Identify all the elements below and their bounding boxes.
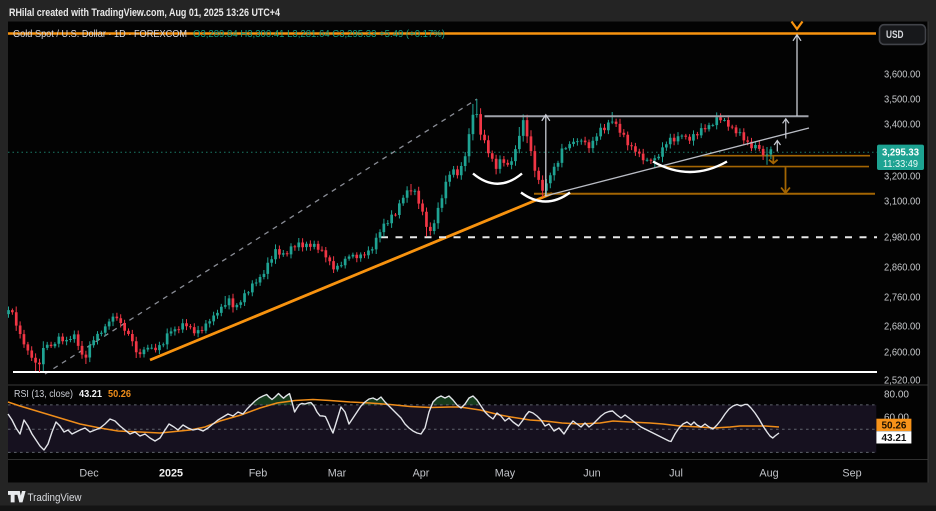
- svg-text:Mar: Mar: [328, 468, 347, 480]
- svg-text:50.26: 50.26: [882, 420, 907, 431]
- svg-text:3,600.00: 3,600.00: [884, 70, 921, 81]
- svg-text:3,200.00: 3,200.00: [884, 172, 921, 183]
- svg-text:3,295.33: 3,295.33: [882, 147, 919, 159]
- svg-text:3,100.00: 3,100.00: [884, 197, 921, 208]
- svg-text:Gold Spot / U.S. Dollar · 1D ·: Gold Spot / U.S. Dollar · 1D · FOREXCOM: [13, 28, 187, 40]
- svg-text:Sep: Sep: [842, 468, 861, 480]
- svg-text:80.00: 80.00: [884, 390, 909, 401]
- svg-text:3,400.00: 3,400.00: [884, 120, 921, 131]
- svg-text:Apr: Apr: [413, 468, 430, 480]
- svg-text:May: May: [495, 468, 516, 480]
- svg-text:TradingView: TradingView: [28, 492, 82, 504]
- svg-text:O3,289.84 H3,300.41 L3,281.64: O3,289.84 H3,300.41 L3,281.64 C3,295.33 …: [193, 28, 445, 40]
- svg-text:USD: USD: [886, 29, 904, 41]
- svg-text:3,500.00: 3,500.00: [884, 95, 921, 106]
- svg-text:2,980.00: 2,980.00: [884, 233, 921, 244]
- svg-text:2,520.00: 2,520.00: [884, 376, 921, 387]
- svg-text:Aug: Aug: [759, 468, 778, 480]
- svg-text:Jul: Jul: [669, 468, 683, 480]
- svg-text:2,760.00: 2,760.00: [884, 293, 921, 304]
- svg-text:2,680.00: 2,680.00: [884, 322, 921, 333]
- svg-text:RSI (13, close): RSI (13, close): [14, 389, 73, 400]
- svg-text:RHilal created with TradingVie: RHilal created with TradingView.com, Aug…: [9, 7, 281, 19]
- svg-text:2,600.00: 2,600.00: [884, 348, 921, 359]
- svg-text:Feb: Feb: [249, 468, 268, 480]
- svg-text:50.26: 50.26: [108, 389, 131, 400]
- svg-text:2025: 2025: [159, 468, 183, 480]
- svg-text:Jun: Jun: [583, 468, 600, 480]
- svg-text:60.00: 60.00: [884, 413, 909, 424]
- svg-text:2,860.00: 2,860.00: [884, 263, 921, 274]
- svg-text:43.21: 43.21: [79, 389, 102, 400]
- svg-text:Dec: Dec: [79, 468, 99, 480]
- svg-text:11:33:49: 11:33:49: [883, 159, 918, 170]
- svg-text:43.21: 43.21: [882, 433, 907, 444]
